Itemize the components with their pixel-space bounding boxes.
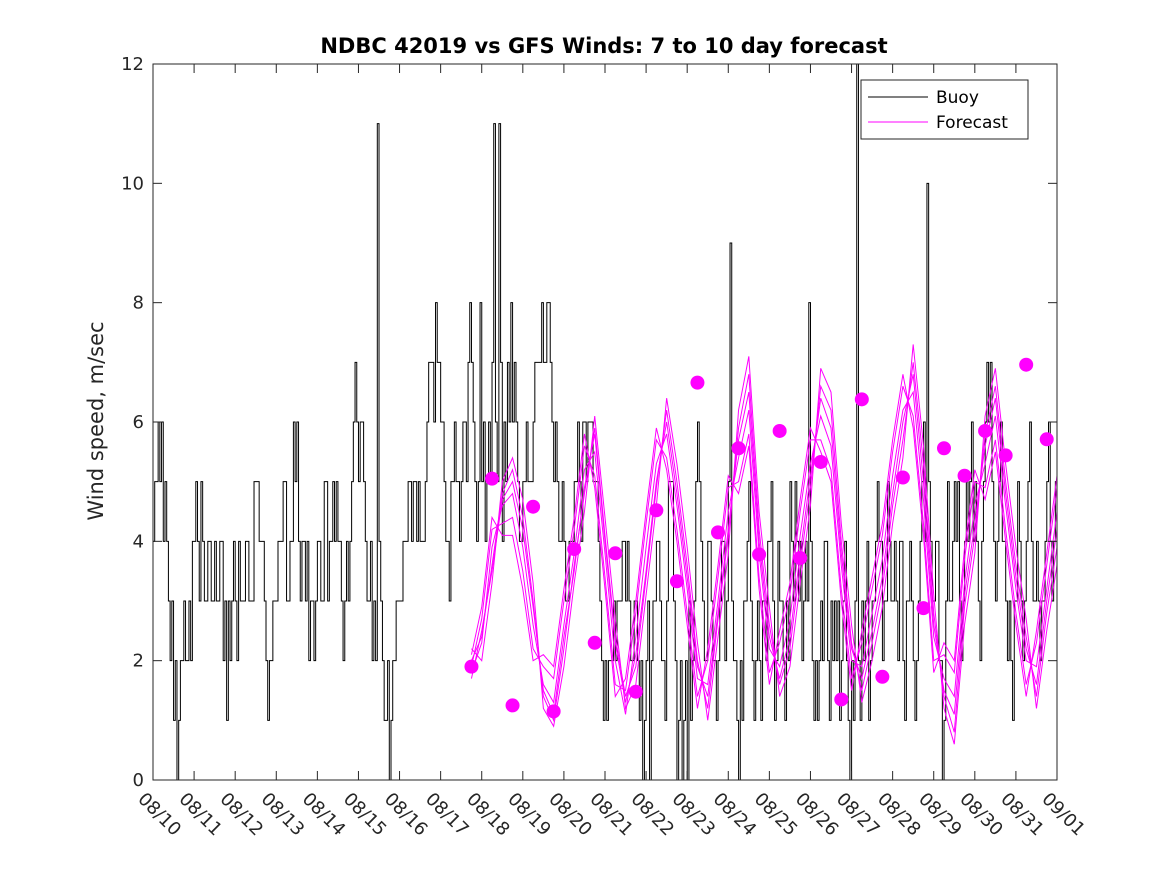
forecast-marker: [772, 423, 787, 438]
y-tick-label: 12: [121, 54, 144, 75]
forecast-marker: [998, 448, 1013, 463]
x-tick-label: 08/13: [257, 789, 309, 841]
legend-buoy-label: Buoy: [936, 88, 979, 108]
forecast-series-line: [470, 386, 1057, 697]
forecast-series-line: [470, 374, 1057, 709]
y-tick-label: 6: [133, 412, 144, 433]
forecast-marker: [608, 546, 623, 561]
forecast-marker: [731, 441, 746, 456]
forecast-marker: [711, 525, 725, 540]
y-tick-label: 4: [133, 531, 144, 552]
forecast-marker: [937, 441, 951, 456]
forecast-marker: [752, 547, 767, 562]
x-tick-label: 08/14: [298, 789, 350, 841]
x-tick-label: 08/23: [668, 789, 720, 841]
y-axis-label: Wind speed, m/sec: [84, 321, 108, 520]
forecast-marker: [834, 692, 849, 707]
forecast-series-line: [470, 362, 1057, 733]
x-tick-label: 08/25: [750, 789, 802, 841]
forecast-marker: [690, 375, 705, 390]
forecast-series-line: [471, 344, 1057, 745]
forecast-series-line: [470, 390, 1057, 715]
forecast-marker: [916, 601, 931, 616]
forecast-marker: [1019, 357, 1034, 372]
forecast-marker: [628, 684, 643, 699]
buoy-series-line: [153, 64, 1057, 780]
x-tick-label: 08/20: [544, 789, 596, 841]
forecast-marker: [978, 423, 993, 438]
forecast-marker: [875, 669, 890, 684]
x-tick-label: 08/12: [216, 789, 268, 841]
forecast-marker: [587, 635, 602, 650]
legend-box: [860, 79, 1029, 140]
x-tick-label: 08/26: [791, 789, 843, 841]
forecast-marker: [649, 503, 664, 518]
forecast-marker: [793, 551, 808, 566]
x-tick-label: 08/30: [955, 789, 1007, 841]
forecast-marker: [505, 698, 520, 713]
x-tick-label: 08/22: [627, 789, 679, 841]
legend: Buoy Forecast: [860, 79, 1029, 140]
forecast-marker: [546, 704, 561, 719]
forecast-marker: [526, 499, 541, 514]
y-tick-label: 0: [133, 770, 144, 791]
x-tick-label: 08/18: [462, 789, 514, 841]
x-tick-label: 09/01: [1037, 789, 1089, 841]
x-tick-label: 08/21: [585, 789, 637, 841]
y-tick-label: 8: [133, 293, 144, 314]
forecast-marker: [567, 542, 582, 557]
x-tick-label: 08/29: [914, 789, 966, 841]
x-tick-label: 08/11: [175, 789, 227, 841]
forecast-marker: [895, 470, 910, 485]
forecast-marker: [464, 659, 479, 674]
chart-title: NDBC 42019 vs GFS Winds: 7 to 10 day for…: [320, 34, 887, 58]
y-axis: 0 2 4 6 8 10 12: [121, 54, 1057, 791]
forecast-marker: [485, 471, 499, 486]
x-tick-label: 08/15: [339, 789, 391, 841]
forecast-marker: [854, 392, 869, 407]
series-layer: [153, 64, 1057, 780]
x-tick-label: 08/31: [996, 789, 1048, 841]
forecast-marker: [1039, 432, 1054, 447]
x-tick-label: 08/17: [421, 789, 473, 841]
legend-forecast-label: Forecast: [936, 113, 1008, 133]
x-tick-label: 08/19: [503, 789, 555, 841]
y-tick-label: 10: [121, 173, 144, 194]
x-tick-label: 08/10: [133, 789, 185, 841]
x-tick-label: 08/24: [709, 789, 761, 841]
forecast-marker: [813, 454, 828, 469]
marker-layer: [464, 357, 1054, 719]
forecast-marker: [669, 574, 684, 589]
y-tick-label: 2: [133, 651, 144, 672]
forecast-marker: [957, 468, 972, 483]
x-tick-label: 08/27: [832, 789, 884, 841]
x-tick-label: 08/28: [873, 789, 925, 841]
x-tick-label: 08/16: [380, 789, 432, 841]
forecast-series-line: [470, 374, 1057, 717]
